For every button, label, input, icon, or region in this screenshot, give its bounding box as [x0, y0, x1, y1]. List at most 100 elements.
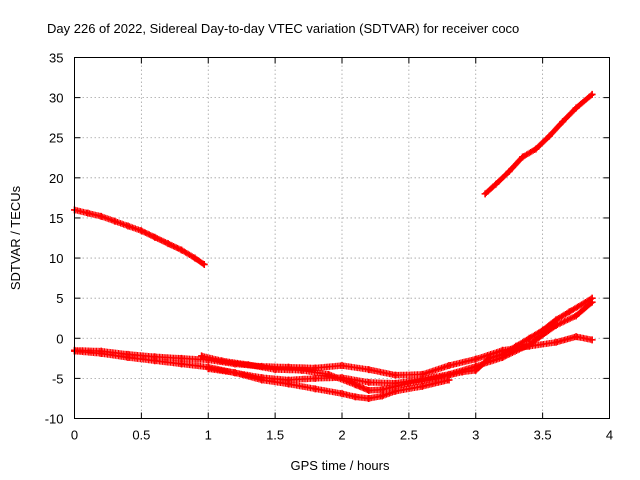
data-point [137, 227, 145, 235]
data-point [532, 145, 540, 153]
data-point [124, 354, 132, 362]
data-point [351, 393, 359, 401]
data-point [97, 350, 105, 358]
data-point [191, 254, 199, 262]
y-tick-label: 15 [49, 211, 63, 226]
data-point [365, 386, 373, 394]
data-point [218, 357, 226, 365]
data-layer [71, 90, 596, 402]
data-point [311, 374, 319, 382]
data-point [311, 364, 319, 372]
data-point [378, 392, 386, 400]
data-point [298, 366, 306, 374]
series-sat-b-markers [481, 91, 596, 198]
data-point [505, 167, 513, 175]
data-point [565, 308, 573, 316]
y-tick-label: 10 [49, 251, 63, 266]
x-tick-label: 4 [606, 428, 613, 443]
x-tick-label: 3.5 [534, 428, 552, 443]
x-axis-label: GPS time / hours [291, 458, 390, 473]
series-sat-c [71, 333, 596, 379]
series-sat-e [198, 294, 596, 394]
y-tick-label: 30 [49, 91, 63, 106]
tick-label-layer: 0 0.5 1 1.5 2 2.5 3 3.5 4 -10 -5 0 5 10 15 20 25 30 35 [45, 51, 613, 443]
data-point [519, 153, 527, 161]
data-point [338, 390, 346, 398]
series-sat-b [481, 90, 596, 198]
y-tick-label: 5 [56, 291, 63, 306]
data-point [545, 132, 553, 140]
x-tick-label: 1.5 [266, 428, 284, 443]
data-point [472, 366, 480, 374]
data-point [365, 378, 373, 386]
data-point [588, 90, 596, 98]
y-tick-label: 20 [49, 171, 63, 186]
x-tick-label: 3 [472, 428, 479, 443]
x-tick-label: 2.5 [400, 428, 418, 443]
data-point [365, 394, 373, 402]
data-point [485, 354, 493, 362]
data-point [84, 209, 92, 217]
data-point [365, 366, 373, 374]
x-tick-label: 2 [338, 428, 345, 443]
data-point [588, 294, 596, 302]
x-tick-label: 1 [205, 428, 212, 443]
data-point [472, 355, 480, 363]
y-tick-label: 0 [56, 331, 63, 346]
data-point [481, 190, 489, 198]
data-point [325, 370, 333, 378]
y-tick-label: -10 [45, 412, 64, 427]
data-point [271, 366, 279, 374]
data-point [572, 333, 580, 341]
data-point [200, 260, 208, 268]
data-point [552, 338, 560, 346]
data-point [525, 334, 533, 342]
data-point [499, 350, 506, 358]
data-point [231, 369, 239, 377]
tick-layer [74, 57, 610, 419]
data-point [418, 382, 426, 390]
data-point [124, 222, 132, 230]
grid-layer [74, 57, 610, 419]
data-point [559, 118, 567, 126]
data-point [572, 104, 580, 112]
data-point [525, 341, 533, 349]
data-point [539, 326, 547, 334]
data-point [178, 360, 185, 368]
data-point [445, 362, 453, 370]
data-point [512, 342, 520, 350]
y-tick-label: -5 [52, 371, 64, 386]
data-point [552, 316, 560, 324]
x-tick-label: 0 [71, 428, 78, 443]
data-point [151, 233, 159, 241]
data-point [204, 365, 212, 373]
data-point [572, 312, 580, 320]
data-point [178, 246, 185, 254]
data-point [244, 361, 252, 369]
data-point [351, 381, 359, 389]
data-point [392, 387, 399, 395]
data-point [492, 180, 500, 188]
data-point [97, 212, 105, 220]
data-point [111, 217, 119, 225]
series-sat-a [71, 206, 208, 268]
data-point [151, 357, 159, 365]
data-point [588, 336, 596, 344]
series-sat-a-markers [71, 206, 208, 268]
y-tick-label: 25 [49, 131, 63, 146]
data-point [285, 380, 292, 388]
y-tick-label: 35 [49, 51, 63, 66]
chart-title: Day 226 of 2022, Sidereal Day-to-day VTE… [47, 21, 519, 36]
data-point [392, 371, 399, 379]
data-point [458, 368, 466, 376]
data-point [378, 386, 386, 394]
data-point [311, 385, 319, 393]
y-axis-label: SDTVAR / TECUs [8, 185, 23, 290]
data-point [198, 352, 206, 360]
data-point [405, 379, 413, 387]
x-tick-label: 0.5 [132, 428, 150, 443]
data-point [338, 362, 346, 370]
data-point [445, 376, 453, 384]
series-sat-c-markers [71, 333, 596, 379]
